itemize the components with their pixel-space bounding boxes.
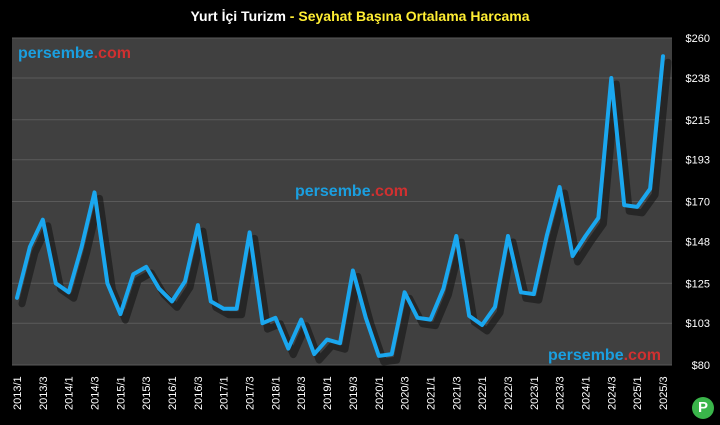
watermark-brand: persembe	[548, 347, 624, 364]
x-axis-ticks: 2013/1 2013/3 2014/1 2014/3 2015/1 2015/3 2016…	[12, 376, 670, 410]
series-line	[15, 54, 665, 358]
x-tick-label: 2020/1	[374, 376, 386, 410]
x-tick-label: 2025/1	[632, 376, 644, 410]
x-tick-label: 2024/1	[581, 376, 593, 410]
x-tick-label: 2018/1	[270, 376, 282, 410]
y-tick-label: $193	[686, 155, 710, 167]
x-tick-label: 2016/1	[167, 376, 179, 410]
y-tick-label: $125	[686, 278, 710, 290]
watermark-top-left: persembe.com	[18, 45, 131, 62]
logo-badge-icon: P	[692, 397, 714, 419]
series-line-shadow	[18, 58, 672, 366]
x-tick-label: 2021/1	[425, 376, 437, 410]
y-tick-label: $260	[686, 33, 710, 45]
x-tick-label: 2018/3	[296, 376, 308, 410]
x-tick-label: 2014/3	[90, 376, 102, 410]
x-tick-label: 2017/3	[245, 376, 257, 410]
x-tick-label: 2017/1	[219, 376, 231, 410]
y-tick-label: $215	[686, 115, 710, 127]
x-tick-label: 2019/3	[348, 376, 360, 410]
x-tick-label: 2022/3	[503, 376, 515, 410]
x-tick-label: 2022/1	[477, 376, 489, 410]
chart-title: Yurt İçi Turizm - Seyahat Başına Ortalam…	[0, 8, 720, 24]
x-tick-label: 2013/3	[38, 376, 50, 410]
chart-title-part1: Yurt İçi Turizm	[190, 8, 286, 24]
x-tick-label: 2023/1	[529, 376, 541, 410]
y-tick-label: $170	[686, 197, 710, 209]
watermark-tld: .com	[371, 183, 408, 200]
watermark-center: persembe.com	[295, 183, 408, 200]
x-tick-label: 2025/3	[658, 376, 670, 410]
x-tick-label: 2019/1	[322, 376, 334, 410]
y-tick-label: $103	[686, 318, 710, 330]
grid-lines	[12, 37, 672, 366]
watermark-brand: persembe	[295, 183, 371, 200]
y-tick-label: $238	[686, 73, 710, 85]
watermark-bottom-right: persembe.com	[548, 347, 661, 364]
chart-title-part2: Seyahat Başına Ortalama Harcama	[298, 8, 530, 24]
chart-title-separator: -	[285, 8, 299, 24]
y-axis-ticks: $80 $103 $125 $148 $170 $193 $215 $238 $260	[686, 33, 710, 372]
y-tick-label: $148	[686, 236, 710, 248]
x-tick-label: 2024/3	[606, 376, 618, 410]
y-tick-label: $80	[692, 360, 710, 372]
watermark-brand: persembe	[18, 45, 94, 62]
x-tick-label: 2015/1	[115, 376, 127, 410]
x-tick-label: 2013/1	[12, 376, 24, 410]
x-tick-label: 2015/3	[141, 376, 153, 410]
watermark-tld: .com	[624, 347, 661, 364]
watermark-tld: .com	[94, 45, 131, 62]
x-tick-label: 2016/3	[193, 376, 205, 410]
x-tick-label: 2014/1	[64, 376, 76, 410]
x-tick-label: 2023/3	[555, 376, 567, 410]
x-tick-label: 2021/3	[451, 376, 463, 410]
x-tick-label: 2020/3	[400, 376, 412, 410]
